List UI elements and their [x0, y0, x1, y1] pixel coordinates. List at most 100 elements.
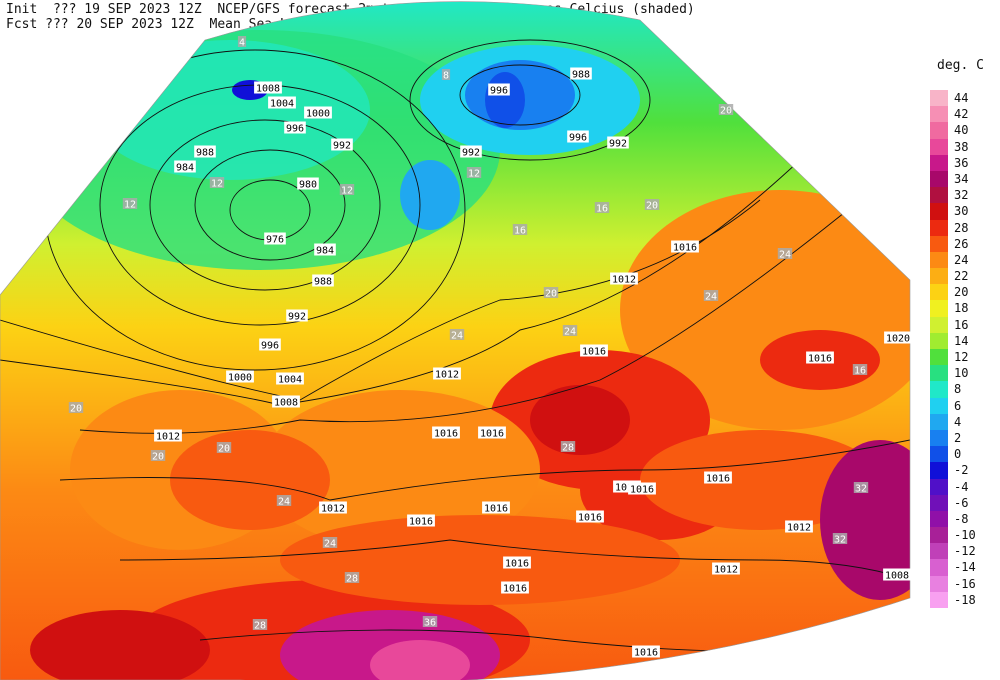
temperature-label-box [594, 202, 610, 213]
pressure-label: 1008 [256, 84, 280, 95]
pressure-label: 1016 [630, 485, 654, 496]
pressure-label-box [883, 568, 911, 581]
temperature-label-box [853, 482, 869, 493]
pressure-label: 1016 [434, 429, 458, 440]
temperature-label: 32 [834, 535, 846, 546]
pressure-label: 1012 [156, 432, 180, 443]
pressure-label-box [607, 136, 629, 149]
pressure-label-box [478, 426, 506, 439]
legend-swatch [930, 316, 948, 333]
legend-swatch [930, 429, 948, 447]
legend-label: 4 [954, 414, 962, 429]
legend-swatch [930, 203, 948, 220]
temperature-label-box [560, 441, 576, 452]
temperature-label: 12 [211, 179, 223, 190]
pressure-label-box [567, 130, 589, 143]
temperature-labels: 4 8 12 12 12 16 20 20 20 20 24 24 24 24 28 28 28 32 32 36 24… [68, 36, 869, 632]
legend-swatch [930, 397, 948, 414]
temperature-label-box [237, 36, 247, 47]
temperature-label-box [276, 495, 292, 506]
pressure-label-box [259, 338, 281, 351]
legend-swatch [930, 138, 948, 155]
pressure-label-box [312, 274, 334, 287]
pressure-label: 1016 [480, 429, 504, 440]
legend-swatch [930, 300, 948, 317]
pressure-label-box [284, 121, 306, 134]
pressure-label: 988 [314, 277, 332, 288]
pressure-label: 1000 [306, 109, 330, 120]
pressure-label: 1008 [885, 571, 909, 582]
pressure-label: 996 [261, 341, 279, 352]
pressure-label-box [154, 429, 182, 442]
pressure-label-box [297, 177, 319, 190]
pressure-label: 992 [333, 141, 351, 152]
pressure-label-box [884, 331, 912, 344]
temperature-label: 16 [596, 204, 608, 215]
pressure-label-box [712, 562, 740, 575]
pressure-label: 992 [288, 312, 306, 323]
temperature-label: 4 [239, 38, 245, 49]
pressure-label-box [576, 510, 604, 523]
legend-label: 18 [954, 301, 969, 316]
legend-swatch [930, 187, 948, 204]
temperature-label-box [449, 329, 465, 340]
legend-swatch [930, 251, 948, 269]
temperature-label-box [512, 224, 528, 235]
legend-label: 30 [954, 204, 969, 219]
temperature-label: 20 [152, 452, 164, 463]
temperature-label: 16 [514, 226, 526, 237]
pressure-label-box [671, 240, 699, 253]
temperature-label-box [832, 533, 848, 544]
temperature-label: 28 [562, 443, 574, 454]
legend-swatch [930, 446, 948, 463]
pressure-label-box [610, 272, 638, 285]
legend-label: -6 [954, 495, 969, 510]
pressure-label: 1016 [505, 559, 529, 570]
legend-swatch [930, 381, 948, 398]
legend-label: 16 [954, 317, 969, 332]
temperature-label-box [344, 572, 360, 583]
temperature-label: 24 [451, 331, 463, 342]
temperature-label: 20 [70, 404, 82, 415]
legend-label: 38 [954, 139, 969, 154]
legend-swatch [930, 90, 948, 107]
legend-label: -16 [954, 576, 976, 591]
pressure-label-box [272, 395, 300, 408]
pressure-label-box [628, 482, 656, 495]
pressure-label-box [268, 96, 296, 109]
temperature-label-box [543, 287, 559, 298]
legend-swatch [930, 219, 948, 236]
legend-label: 20 [954, 285, 969, 300]
temperature-label: 36 [424, 618, 436, 629]
temperature-label-box [122, 198, 138, 209]
temperature-label: 8 [443, 71, 449, 82]
temperature-label: 24 [705, 292, 717, 303]
pressure-label-box [286, 309, 308, 322]
legend-label: 44 [954, 91, 969, 105]
temperature-label: 16 [854, 366, 866, 377]
pressure-label: 984 [316, 246, 334, 257]
pressure-label: 976 [266, 235, 284, 246]
pressure-label-box [785, 520, 813, 533]
pressure-label-box [460, 145, 482, 158]
pressure-label-box [806, 351, 834, 364]
legend-label: 0 [954, 447, 962, 462]
pressure-label-box [503, 556, 531, 569]
pressure-label-box [407, 514, 435, 527]
pressure-label-box [632, 645, 660, 658]
pressure-label: 996 [286, 124, 304, 135]
temperature-label: 12 [468, 169, 480, 180]
temperature-label-box [562, 325, 578, 336]
legend-swatch [930, 559, 948, 576]
legend-label: 36 [954, 155, 969, 170]
legend-swatch [930, 591, 948, 608]
legend-label: 8 [954, 382, 962, 397]
temperature-label: 24 [324, 539, 336, 550]
pressure-label: 1004 [270, 99, 294, 110]
pressure-label-box [264, 232, 286, 245]
pressure-label: 1016 [503, 584, 527, 595]
temperature-label-box [322, 537, 338, 548]
pressure-label: 1016 [673, 243, 697, 254]
pressure-label: 996 [490, 86, 508, 97]
